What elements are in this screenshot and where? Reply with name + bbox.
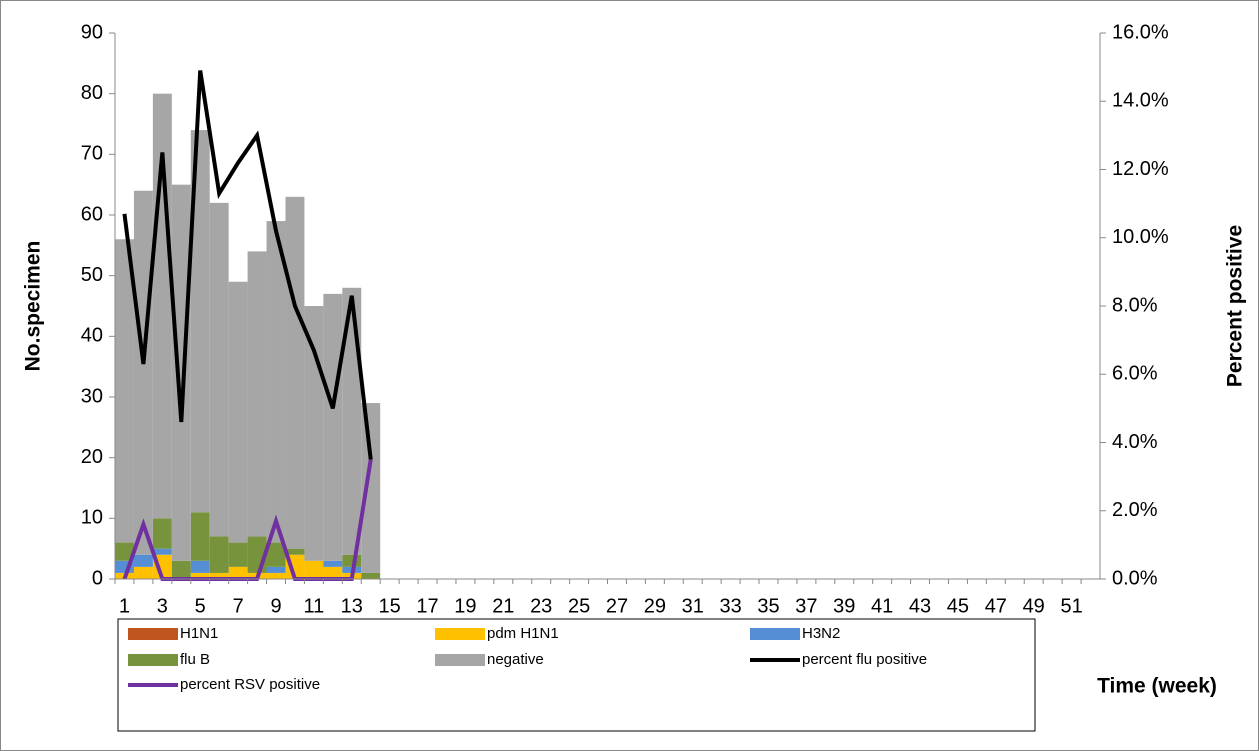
bar (266, 221, 286, 543)
x-tick-label: 19 (454, 595, 476, 617)
x-tick-label: 27 (606, 595, 628, 617)
legend-label: H3N2 (802, 625, 840, 642)
bar (228, 281, 248, 543)
bar (190, 130, 210, 513)
x-tick-label: 11 (304, 595, 325, 617)
x-tick-label: 25 (568, 595, 590, 617)
x-tick-label: 31 (682, 595, 704, 617)
x-tick-label: 13 (341, 595, 363, 617)
y2-tick-label: 8.0% (1112, 294, 1158, 316)
y-tick-label: 10 (81, 507, 103, 529)
y-tick-label: 80 (81, 82, 103, 104)
y-tick-label: 50 (81, 264, 103, 286)
y2-tick-label: 14.0% (1112, 90, 1169, 112)
bar (171, 184, 191, 561)
x-tick-label: 39 (833, 595, 855, 617)
bar (228, 566, 248, 579)
bar (209, 202, 229, 537)
bar (152, 548, 172, 555)
legend-box (117, 618, 1036, 732)
x-tick-label: 49 (1023, 595, 1045, 617)
legend-label: percent RSV positive (180, 676, 320, 693)
bar (152, 518, 172, 549)
bar (342, 554, 362, 567)
legend-swatch (128, 628, 178, 640)
bar (133, 566, 153, 579)
legend-label: pdm H1N1 (487, 625, 559, 642)
bar (133, 190, 153, 555)
y-tick-label: 40 (81, 325, 103, 347)
legend-swatch (750, 628, 800, 640)
bar (323, 566, 343, 579)
bar (323, 560, 343, 567)
y2-tick-label: 6.0% (1112, 363, 1158, 385)
x-tick-label: 7 (233, 595, 244, 617)
bar (209, 572, 229, 579)
x-tick-label: 41 (871, 595, 893, 617)
bar (247, 251, 267, 537)
bar (285, 548, 305, 555)
y2-tick-label: 10.0% (1112, 226, 1169, 248)
y-tick-label: 0 (92, 567, 103, 589)
bar (190, 512, 210, 561)
bar (115, 542, 134, 561)
x-tick-label: 47 (985, 595, 1007, 617)
x-tick-label: 29 (644, 595, 666, 617)
bar (228, 542, 248, 567)
y2-tick-label: 16.0% (1112, 21, 1169, 43)
bar (323, 293, 343, 561)
bar (266, 566, 286, 573)
bar (342, 287, 362, 555)
legend-label: percent flu positive (802, 651, 927, 668)
legend-label: negative (487, 651, 544, 668)
x-tick-label: 43 (909, 595, 931, 617)
x-tick-label: 23 (530, 595, 552, 617)
line-series (122, 70, 373, 460)
bar (266, 572, 286, 579)
x-tick-label: 21 (492, 595, 514, 617)
bar (209, 536, 229, 573)
x-axis-title: Time (week) (1097, 675, 1217, 698)
bar (285, 196, 305, 549)
x-tick-label: 15 (379, 595, 401, 617)
x-tick-label: 9 (270, 595, 281, 617)
bar (171, 560, 191, 579)
x-tick-label: 3 (157, 595, 168, 617)
y-tick-label: 70 (81, 143, 103, 165)
legend-swatch (128, 654, 178, 666)
bar (190, 560, 210, 573)
x-tick-label: 33 (720, 595, 742, 617)
legend-label: flu B (180, 651, 210, 668)
x-tick-label: 37 (795, 595, 817, 617)
bar (361, 572, 381, 579)
bar (190, 572, 210, 579)
y2-axis-title: Percent positive (1224, 225, 1247, 387)
legend-label: H1N1 (180, 625, 218, 642)
x-tick-label: 35 (757, 595, 779, 617)
y-tick-label: 90 (81, 21, 103, 43)
y-tick-label: 60 (81, 203, 103, 225)
x-tick-label: 45 (947, 595, 969, 617)
x-tick-label: 1 (119, 595, 130, 617)
bar (304, 306, 324, 561)
bar (133, 554, 153, 567)
bar (115, 239, 134, 543)
x-tick-label: 17 (416, 595, 438, 617)
bar (266, 542, 286, 567)
y2-tick-label: 4.0% (1112, 431, 1158, 453)
bar (361, 403, 381, 573)
legend-swatch (435, 654, 485, 666)
x-tick-label: 5 (195, 595, 206, 617)
y2-tick-label: 2.0% (1112, 499, 1158, 521)
y-tick-label: 20 (81, 446, 103, 468)
y2-tick-label: 12.0% (1112, 158, 1169, 180)
x-tick-label: 51 (1060, 595, 1082, 617)
bar (304, 560, 324, 579)
y2-tick-label: 0.0% (1112, 567, 1158, 589)
legend-swatch (435, 628, 485, 640)
y-axis-title: No.specimen (22, 241, 45, 372)
y-tick-label: 30 (81, 385, 103, 407)
